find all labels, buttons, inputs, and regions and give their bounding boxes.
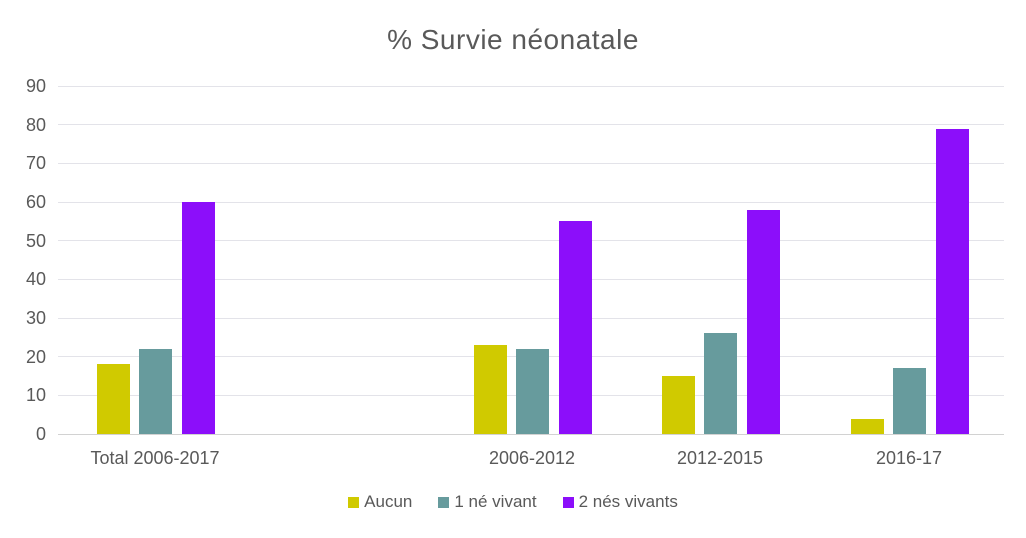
- legend-item: Aucun: [348, 492, 412, 512]
- y-tick-label: 70: [25, 153, 46, 174]
- y-tick-label: 40: [25, 269, 46, 290]
- x-axis-baseline: [58, 433, 1004, 435]
- gridline: [58, 124, 1004, 126]
- legend-label: Aucun: [364, 492, 413, 511]
- legend-swatch-icon: [348, 496, 360, 508]
- bar: [893, 368, 926, 434]
- x-category-label: 2006-2012: [488, 448, 576, 468]
- bar: [661, 376, 695, 434]
- y-tick-label: 80: [25, 114, 46, 135]
- y-tick-label: 60: [25, 192, 46, 212]
- y-tick-label: 90: [25, 76, 46, 96]
- bar: [181, 202, 215, 434]
- x-category-label: 2016-17: [875, 448, 943, 468]
- gridline: [58, 85, 1004, 87]
- legend: Aucun 1 né vivant 2 nés vivants: [0, 492, 1026, 512]
- x-category-label: 2012-2015: [676, 448, 764, 468]
- legend-label: 2 nés vivants: [578, 492, 678, 511]
- gridline: [58, 278, 1004, 280]
- gridline: [58, 240, 1004, 242]
- plot-area: [58, 85, 1004, 435]
- chart-title: % Survie néonatale: [387, 24, 639, 55]
- gridline: [58, 317, 1004, 319]
- y-tick-label: 20: [25, 346, 46, 367]
- legend-item: 1 né vivant: [438, 492, 537, 512]
- bar: [473, 345, 507, 434]
- legend-swatch-icon: [438, 496, 450, 508]
- y-tick-label: 0: [35, 424, 46, 444]
- bar: [516, 348, 549, 434]
- legend-item: 2 nés vivants: [562, 492, 678, 512]
- bar: [704, 333, 737, 434]
- x-category-label: Total 2006-2017: [90, 448, 220, 468]
- bar: [558, 221, 592, 434]
- legend-swatch-icon: [562, 496, 574, 508]
- legend-label: 1 né vivant: [454, 492, 537, 511]
- bar: [850, 418, 884, 434]
- gridline: [58, 201, 1004, 203]
- bar: [96, 364, 130, 434]
- y-tick-label: 50: [25, 230, 46, 251]
- gridline: [58, 162, 1004, 164]
- bar: [935, 128, 969, 434]
- bar: [746, 209, 780, 434]
- y-tick-label: 10: [25, 385, 46, 406]
- bar: [139, 348, 172, 434]
- y-tick-label: 30: [25, 308, 46, 328]
